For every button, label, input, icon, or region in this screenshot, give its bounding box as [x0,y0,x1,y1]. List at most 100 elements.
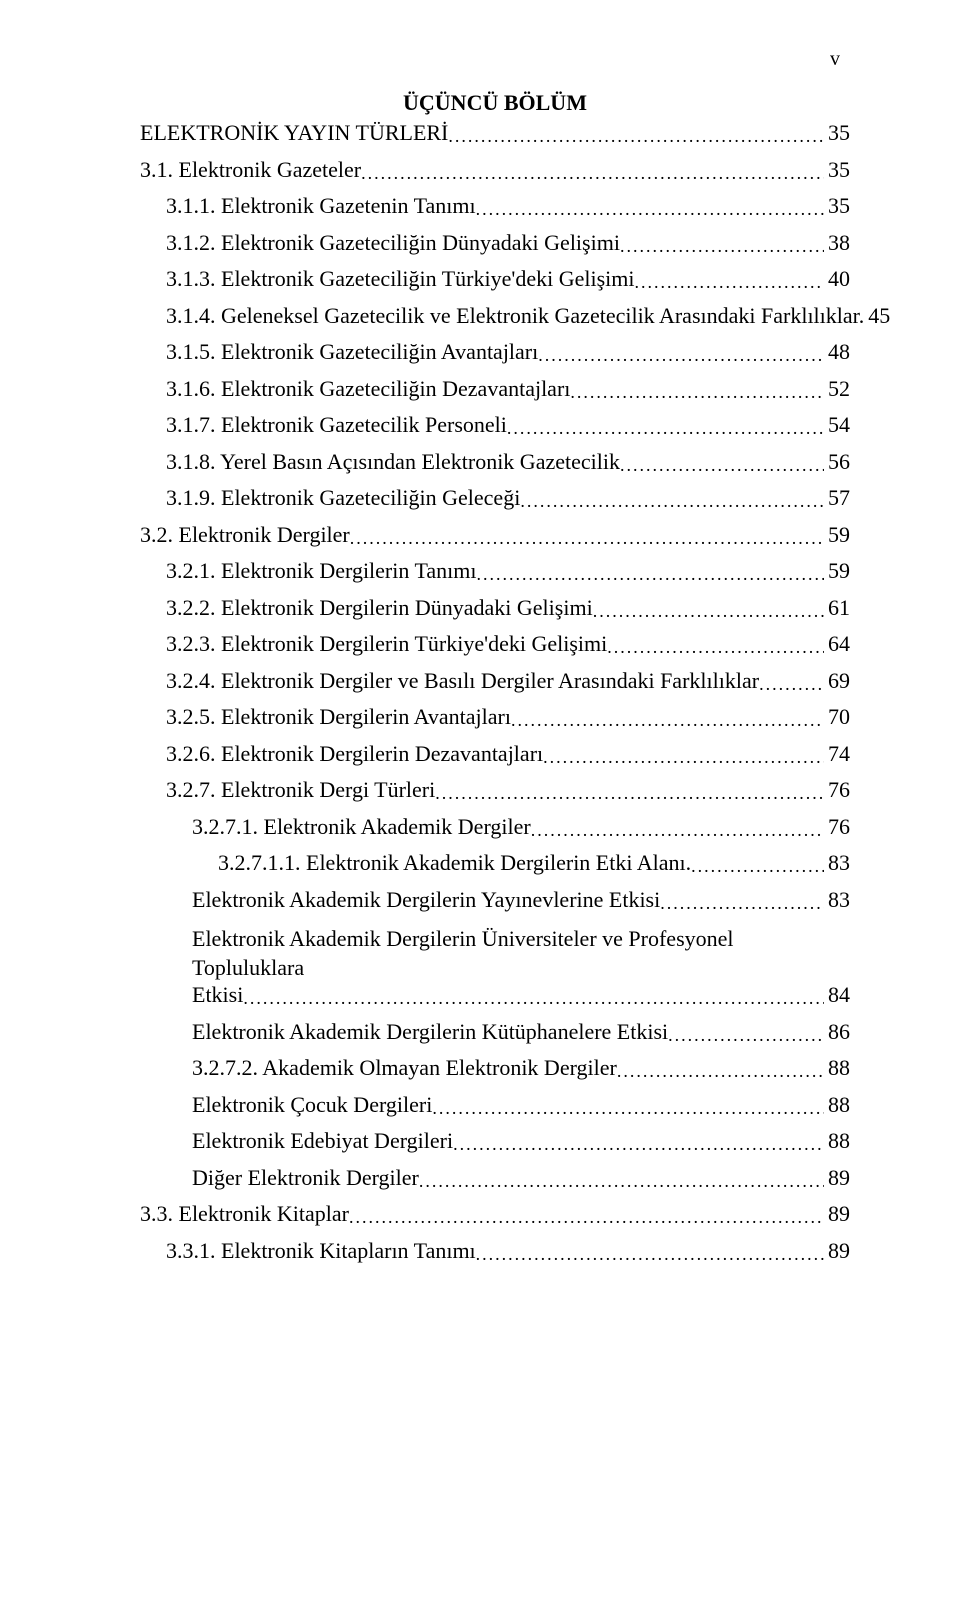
toc-entry-page: 48 [824,341,850,363]
toc-entry-page: 56 [824,451,850,473]
toc-leader [511,708,824,730]
toc-entry: Elektronik Edebiyat Dergileri 88 [140,1130,850,1152]
toc-entry-label: Etkisi [192,984,243,1006]
toc-entry-label: 3.2.7.2. Akademik Olmayan Elektronik Der… [192,1057,617,1079]
toc-leader [520,489,824,511]
toc-entry-page: 59 [824,524,850,546]
toc-leader [419,1169,824,1191]
toc-entry-page: 64 [824,633,850,655]
toc-leader [476,197,824,219]
toc-entry: 3.2.5. Elektronik Dergilerin Avantajları… [140,706,850,728]
toc-entry-page: 86 [824,1021,850,1043]
toc-entry: 3.2.7. Elektronik Dergi Türleri 76 [140,779,850,801]
toc-entry-page: 89 [824,1240,850,1262]
toc-entry: 3.1.7. Elektronik Gazetecilik Personeli … [140,414,850,436]
toc-entry-label: Diğer Elektronik Dergiler [192,1167,419,1189]
toc-entry: Etkisi 84 [140,984,850,1006]
toc-leader [432,1096,824,1118]
toc-entry-label: 3.1.1. Elektronik Gazetenin Tanımı [166,195,476,217]
toc-entry-label: 3.2.1. Elektronik Dergilerin Tanımı [166,560,476,582]
toc-entry: 3.2.7.1. Elektronik Akademik Dergiler 76 [140,816,850,838]
toc-entry-page: 38 [824,232,850,254]
toc-leader [593,599,824,621]
toc-entry: 3.2. Elektronik Dergiler 59 [140,524,850,546]
toc-entry: 3.3.1. Elektronik Kitapların Tanımı 89 [140,1240,850,1262]
toc-entry: 3.2.3. Elektronik Dergilerin Türkiye'dek… [140,633,850,655]
toc-entry-label: 3.3.1. Elektronik Kitapların Tanımı [166,1240,476,1262]
toc-entry: 3.1.3. Elektronik Gazeteciliğin Türkiye'… [140,268,850,290]
toc-entry-label: 3.2.5. Elektronik Dergilerin Avantajları [166,706,511,728]
toc-leader [350,526,824,548]
toc-entry-label: 3.1.3. Elektronik Gazeteciliğin Türkiye'… [166,268,635,290]
toc-entry: Diğer Elektronik Dergiler 89 [140,1167,850,1189]
toc-entry-label: 3.1.7. Elektronik Gazetecilik Personeli [166,414,507,436]
page: v ÜÇÜNCÜ BÖLÜM ELEKTRONİK YAYIN TÜRLERİ … [0,0,960,1597]
toc-entry-page: 52 [824,378,850,400]
toc-entry: 3.2.6. Elektronik Dergilerin Dezavantajl… [140,743,850,765]
toc-entry-label: 3.2.2. Elektronik Dergilerin Dünyadaki G… [166,597,593,619]
toc-leader [668,1023,824,1045]
toc-entry-page: 88 [824,1057,850,1079]
toc-entry-page: 89 [824,1203,850,1225]
toc-leader [620,234,824,256]
toc-entry-label: 3.1. Elektronik Gazeteler [140,159,361,181]
toc-entry: 3.1.8. Yerel Basın Açısından Elektronik … [140,451,850,473]
toc-entry: 3.2.7.2. Akademik Olmayan Elektronik Der… [140,1057,850,1079]
toc-entry-label: 3.2.6. Elektronik Dergilerin Dezavantajl… [166,743,543,765]
toc-leader [531,818,824,840]
toc-entry-label: 3.2. Elektronik Dergiler [140,524,350,546]
table-of-contents: ELEKTRONİK YAYIN TÜRLERİ 353.1. Elektron… [140,122,850,1262]
toc-entry-page: 35 [824,159,850,181]
toc-entry-label: ELEKTRONİK YAYIN TÜRLERİ [140,122,448,144]
toc-entry-page: 84 [824,984,850,1006]
toc-entry-label: 3.2.7. Elektronik Dergi Türleri [166,779,435,801]
toc-entry: 3.1. Elektronik Gazeteler 35 [140,159,850,181]
toc-entry: 3.2.4. Elektronik Dergiler ve Basılı Der… [140,670,850,692]
toc-leader [476,562,824,584]
toc-entry: 3.2.7.1.1. Elektronik Akademik Dergileri… [140,852,850,874]
toc-leader [435,781,824,803]
toc-entry: Elektronik Akademik Dergilerin Yayınevle… [140,889,850,911]
toc-entry-label: 3.2.3. Elektronik Dergilerin Türkiye'dek… [166,633,607,655]
toc-entry: 3.1.1. Elektronik Gazetenin Tanımı 35 [140,195,850,217]
toc-entry-label: 3.2.7.1.1. Elektronik Akademik Dergileri… [218,852,691,874]
page-number-header: v [830,48,840,71]
toc-entry-label: 3.3. Elektronik Kitaplar [140,1203,349,1225]
toc-entry: 3.1.6. Elektronik Gazeteciliğin Dezavant… [140,378,850,400]
toc-leader [507,416,824,438]
toc-entry-label: 3.1.4. Geleneksel Gazetecilik ve Elektro… [166,305,864,327]
toc-entry-page: 35 [824,122,850,144]
toc-entry-page: 54 [824,414,850,436]
toc-entry-label: Elektronik Edebiyat Dergileri [192,1130,453,1152]
toc-entry-page: 70 [824,706,850,728]
toc-entry-page: 76 [824,816,850,838]
toc-entry: Elektronik Çocuk Dergileri 88 [140,1094,850,1116]
toc-entry-label: 3.1.8. Yerel Basın Açısından Elektronik … [166,451,620,473]
toc-entry-page: 89 [824,1167,850,1189]
toc-leader [617,1059,824,1081]
toc-leader [243,986,824,1008]
toc-leader [635,270,825,292]
toc-entry-label: 3.2.4. Elektronik Dergiler ve Basılı Der… [166,670,759,692]
toc-entry-page: 88 [824,1130,850,1152]
toc-entry-page: 40 [824,268,850,290]
toc-leader [538,343,824,365]
toc-leader [620,453,824,475]
toc-entry-label: Elektronik Akademik Dergilerin Yayınevle… [192,889,660,911]
toc-entry-label: Elektronik Çocuk Dergileri [192,1094,432,1116]
toc-entry: 3.2.2. Elektronik Dergilerin Dünyadaki G… [140,597,850,619]
toc-entry-page: 45 [864,305,890,327]
toc-entry-page: 57 [824,487,850,509]
toc-leader [476,1242,824,1264]
toc-entry-page: 76 [824,779,850,801]
toc-entry-page: 61 [824,597,850,619]
toc-leader [570,380,824,402]
toc-leader [543,745,824,767]
toc-leader [607,635,824,657]
toc-entry: 3.1.4. Geleneksel Gazetecilik ve Elektro… [140,305,850,327]
toc-entry-page: 88 [824,1094,850,1116]
toc-entry-page: 59 [824,560,850,582]
toc-entry-page: 83 [824,852,850,874]
toc-entry-label: Elektronik Akademik Dergilerin Kütüphane… [192,1021,668,1043]
toc-leader [691,854,824,876]
